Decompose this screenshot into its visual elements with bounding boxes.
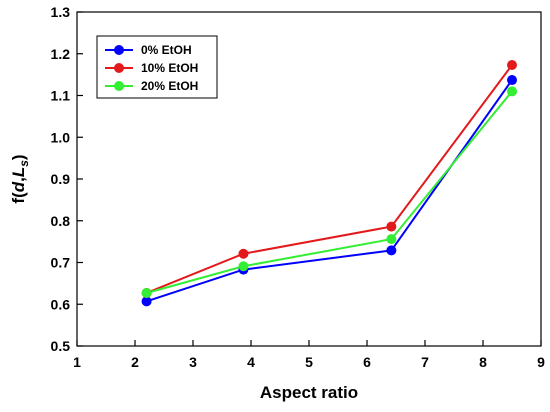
x-axis-label: Aspect ratio — [260, 383, 358, 402]
series-line — [146, 90, 513, 294]
data-point — [507, 60, 517, 71]
data-point — [141, 287, 152, 298]
x-tick-label: 5 — [305, 354, 313, 370]
x-tick-label: 7 — [421, 354, 429, 370]
series-line — [146, 79, 513, 303]
x-tick-label: 1 — [73, 354, 81, 370]
x-tick-label: 8 — [479, 354, 487, 370]
data-point — [386, 234, 397, 245]
legend-marker — [114, 45, 124, 55]
legend-label: 0% EtOH — [141, 43, 192, 57]
legend-marker — [114, 81, 124, 91]
x-tick-label: 3 — [189, 354, 197, 370]
x-tick-label: 6 — [363, 354, 371, 370]
legend-label: 10% EtOH — [141, 61, 198, 75]
x-tick-label: 4 — [247, 354, 255, 370]
y-tick-label: 0.7 — [51, 255, 71, 271]
data-point — [238, 261, 249, 272]
y-tick-label: 1.1 — [51, 88, 71, 104]
y-axis-label: f(d,Ls) — [9, 154, 31, 203]
y-tick-label: 0.5 — [51, 338, 71, 354]
x-tick-label: 2 — [131, 354, 139, 370]
y-tick-label: 0.6 — [51, 296, 71, 312]
data-point — [386, 245, 397, 256]
x-axis-ticks: 1 2 3 4 5 6 7 8 9 — [73, 340, 545, 370]
legend-label: 20% EtOH — [141, 79, 198, 93]
legend-entries: 0% EtOH 10% EtOH 20% EtOH — [105, 43, 198, 93]
data-point — [141, 296, 152, 307]
series-layer — [141, 60, 517, 307]
y-tick-label: 0.8 — [51, 213, 71, 229]
legend-marker — [114, 63, 124, 73]
data-point — [238, 248, 249, 259]
y-tick-label: 1.0 — [51, 129, 71, 145]
x-tick-label: 9 — [537, 354, 545, 370]
data-point — [386, 221, 397, 232]
y-tick-label: 1.2 — [51, 46, 71, 62]
data-point — [507, 75, 517, 86]
y-axis-ticks: 0.5 0.6 0.7 0.8 0.9 1.0 1.1 1.2 1.3 — [51, 4, 83, 354]
legend: 0% EtOH 10% EtOH 20% EtOH — [96, 35, 218, 99]
y-tick-label: 0.9 — [51, 171, 71, 187]
data-point — [507, 86, 517, 97]
series-line — [146, 64, 513, 294]
y-tick-label: 1.3 — [51, 4, 71, 20]
